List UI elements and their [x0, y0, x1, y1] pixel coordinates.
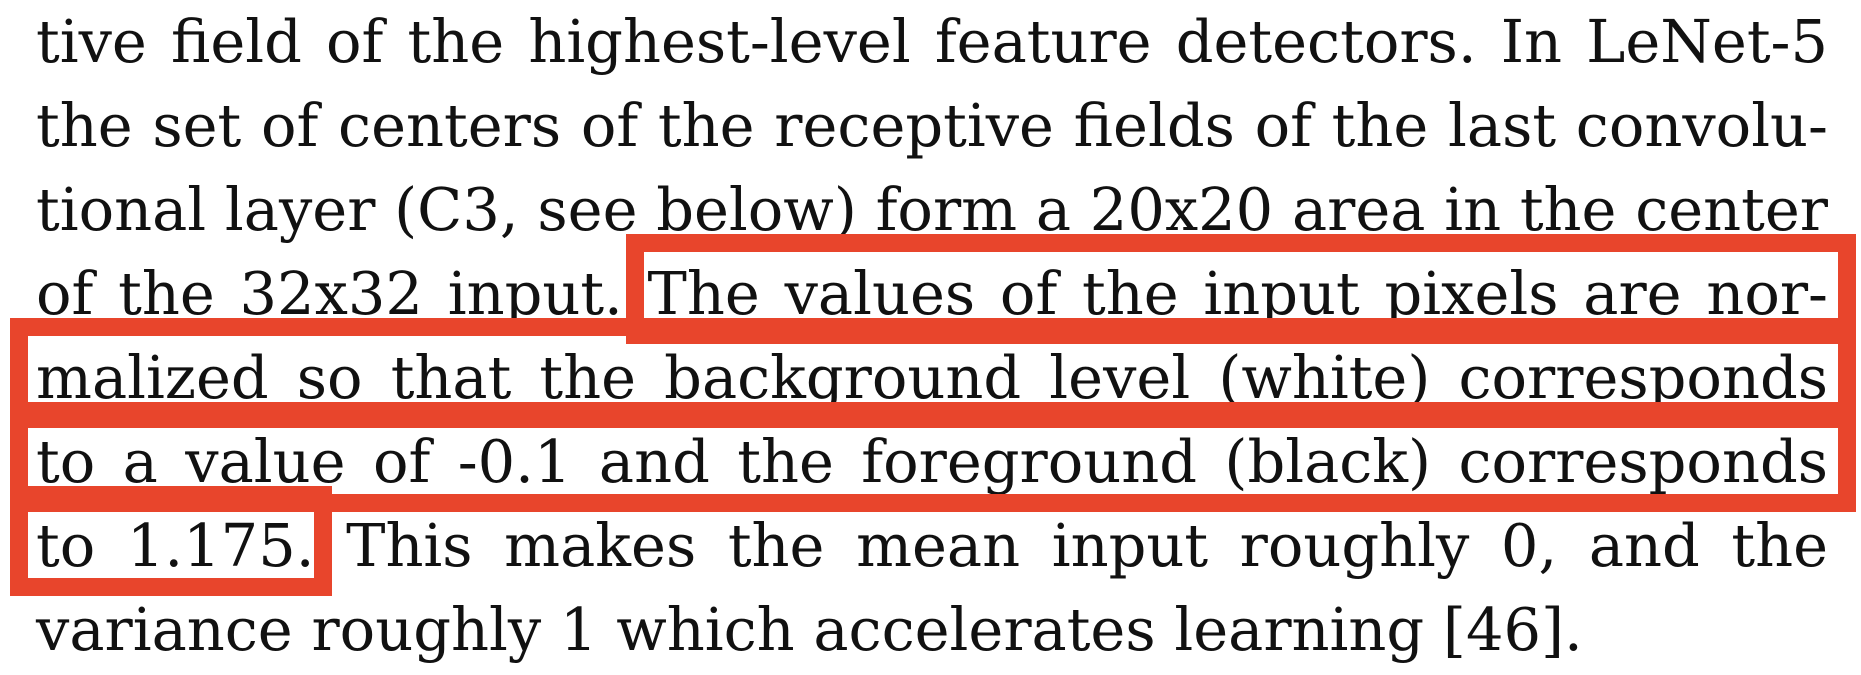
text-line-7: to 1.175. This makes the mean input roug… — [36, 511, 1828, 580]
text-line-1: tive field of the highest-level feature … — [36, 7, 1828, 76]
text-line-2: the set of centers of the receptive fiel… — [36, 91, 1828, 160]
text-line-5: malized so that the background level (wh… — [36, 343, 1828, 412]
text-line-4: of the 32x32 input. The values of the in… — [36, 259, 1828, 328]
text-line-3: tional layer (C3, see below) form a 20x2… — [36, 175, 1828, 244]
text-line-6: to a value of -0.1 and the foreground (b… — [36, 427, 1828, 496]
text-line-8: variance roughly 1 which accelerates lea… — [36, 595, 1583, 664]
